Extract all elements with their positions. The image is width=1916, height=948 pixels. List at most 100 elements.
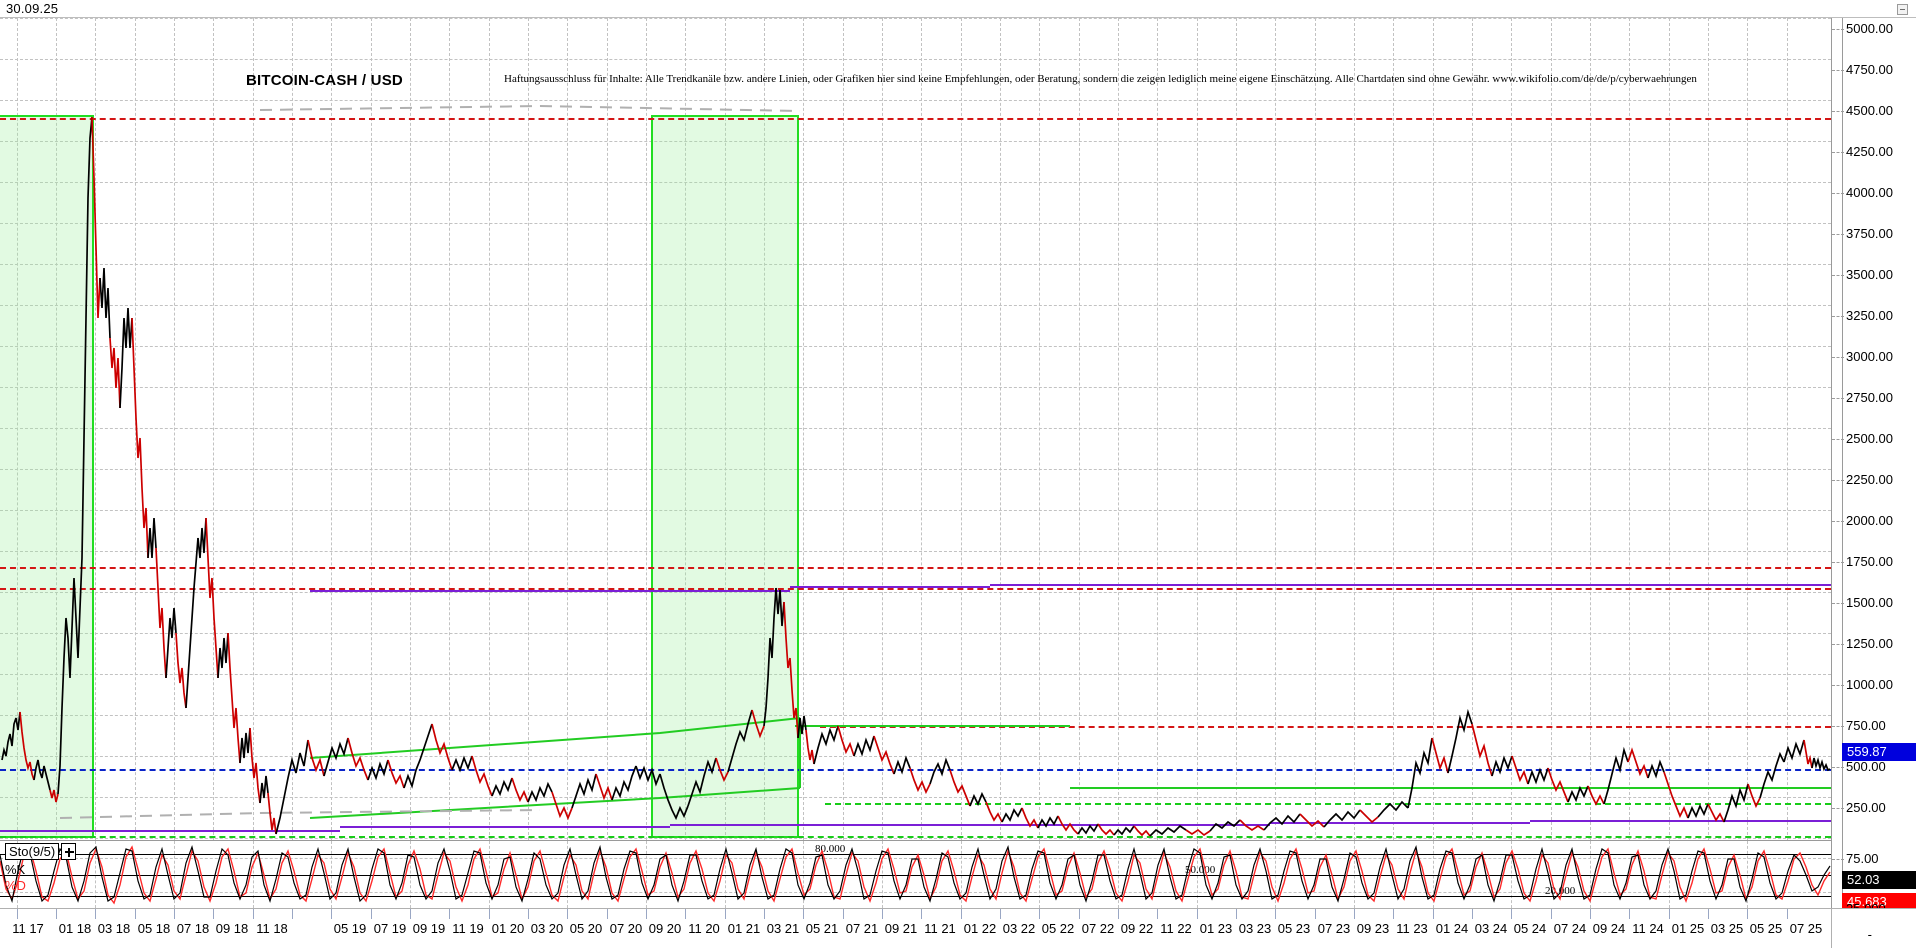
price-tick-label: 2000.00: [1846, 513, 1893, 528]
time-label: 07 19: [373, 921, 407, 936]
gridline-v: [646, 841, 647, 908]
gridline-v: [567, 841, 568, 908]
gridline-v: [803, 841, 804, 908]
annotation-purple-level-130[interactable]: [0, 830, 340, 832]
annotation-resistance-1750[interactable]: [0, 567, 1831, 569]
price-tick-label: 3250.00: [1846, 308, 1893, 323]
gridline-v: [489, 841, 490, 908]
time-label: 03 22: [1002, 921, 1036, 936]
time-label: 09 20: [648, 921, 682, 936]
time-label: 07 21: [845, 921, 879, 936]
time-label: 01 23: [1199, 921, 1233, 936]
stochastic-d-badge[interactable]: 45.683: [1842, 893, 1916, 911]
time-label: 01 22: [963, 921, 997, 936]
top-frame: 30.09.25: [0, 0, 1916, 18]
annotation-resistance-780[interactable]: [820, 726, 1831, 728]
gridline-h: [0, 715, 1831, 716]
annotation-support-380[interactable]: [825, 803, 1831, 805]
stochastic-indicator-tag[interactable]: Sto(9/5): [5, 843, 77, 860]
minimize-icon[interactable]: [1897, 4, 1908, 15]
annotation-purple-level-130[interactable]: [670, 824, 1270, 826]
time-label: 09 18: [215, 921, 249, 936]
time-label: 07 25: [1789, 921, 1823, 936]
gridline-v: [95, 18, 96, 840]
stochastic-k-badge[interactable]: 52.03: [1842, 871, 1916, 889]
price-tick-label: 4000.00: [1846, 185, 1893, 200]
gridline-h: [0, 674, 1831, 675]
axis-separator: [1831, 909, 1832, 948]
current-price-badge[interactable]: 559.87: [1842, 743, 1916, 761]
gridline-v: [1629, 18, 1630, 840]
gridline-h: [0, 838, 1831, 839]
annotation-resistance-1680[interactable]: [0, 588, 1831, 590]
time-label: 11 19: [452, 921, 484, 936]
price-tick-label: 1250.00: [1846, 636, 1893, 651]
plus-icon[interactable]: [61, 843, 77, 860]
chart-title: BITCOIN-CASH / USD: [246, 72, 403, 89]
gridline-v: [1118, 841, 1119, 908]
osc-tick-label: 75.00: [1846, 851, 1879, 866]
time-axis[interactable]: - 11 17 01 18 03 18 05 18 07 18 09 18 11…: [0, 908, 1916, 948]
tick-mark: [1832, 521, 1844, 522]
price-scale[interactable]: 5000.00 4750.00 4500.00 4250.00 4000.00 …: [1832, 18, 1916, 916]
stochastic-k-line: [0, 844, 1831, 904]
annotation-purple-level-1700[interactable]: [310, 590, 790, 592]
gridline-v: [1118, 18, 1119, 840]
annotation-purple-level-1700[interactable]: [790, 586, 990, 588]
price-tick-label: 500.00: [1846, 759, 1886, 774]
gridline-h: [0, 633, 1831, 634]
gridline-h: [0, 469, 1831, 470]
tick-mark: [1832, 603, 1844, 604]
gridline-h: [0, 59, 1831, 60]
gridline-h: [0, 141, 1831, 142]
gridline-v: [567, 18, 568, 840]
annotation-green-zone-2017-2018[interactable]: [0, 115, 94, 838]
tick-mark: [1832, 29, 1844, 30]
annotation-purple-level-1700[interactable]: [990, 584, 1831, 586]
price-chart-pane[interactable]: [0, 18, 1832, 840]
time-label: 05 18: [137, 921, 171, 936]
price-tick-label: 750.00: [1846, 718, 1886, 733]
gridline-v: [1236, 18, 1237, 840]
price-tick-label: 2500.00: [1846, 431, 1893, 446]
time-axis-end-marker: -: [1867, 927, 1872, 942]
gridline-v: [449, 18, 450, 840]
annotation-purple-level-130[interactable]: [1530, 820, 1831, 822]
annotation-purple-level-130[interactable]: [1270, 822, 1530, 824]
tick-mark: [1832, 398, 1844, 399]
gridline-h: [0, 510, 1831, 511]
tick-mark: [1832, 111, 1844, 112]
annotation-support-100[interactable]: [0, 836, 1831, 838]
gridline-v: [1787, 18, 1788, 840]
gridline-v: [1157, 18, 1158, 840]
annotation-resistance-4400[interactable]: [0, 118, 1831, 120]
gridline-v: [1433, 18, 1434, 840]
stochastic-pane[interactable]: 80.000 50.000 20.000 Sto(9/5) %K %D: [0, 840, 1832, 908]
gridline-v: [725, 841, 726, 908]
annotation-purple-level-130[interactable]: [340, 826, 670, 828]
gridline-v: [646, 18, 647, 840]
gridline-v: [1590, 841, 1591, 908]
gridline-v: [1079, 18, 1080, 840]
osc-level-50: [0, 875, 1831, 876]
gridline-v: [1511, 18, 1512, 840]
gridline-v: [1197, 18, 1198, 840]
annotation-green-zone-2020-2021[interactable]: [651, 115, 799, 838]
gridline-v: [1433, 841, 1434, 908]
gridline-v: [174, 18, 175, 840]
time-label: 05 24: [1513, 921, 1547, 936]
gridline-h: [0, 892, 1831, 893]
price-tick-label: 4500.00: [1846, 103, 1893, 118]
gridline-v: [685, 18, 686, 840]
gridline-h: [0, 346, 1831, 347]
time-label: 05 25: [1749, 921, 1783, 936]
time-label: 01 18: [58, 921, 92, 936]
gridline-h: [0, 387, 1831, 388]
gridline-v: [253, 18, 254, 840]
gridline-v: [1039, 18, 1040, 840]
annotation-current-price-line[interactable]: [0, 769, 1831, 771]
time-label: 11 18: [256, 921, 288, 936]
gridline-h: [0, 100, 1831, 101]
gridline-v: [331, 841, 332, 908]
